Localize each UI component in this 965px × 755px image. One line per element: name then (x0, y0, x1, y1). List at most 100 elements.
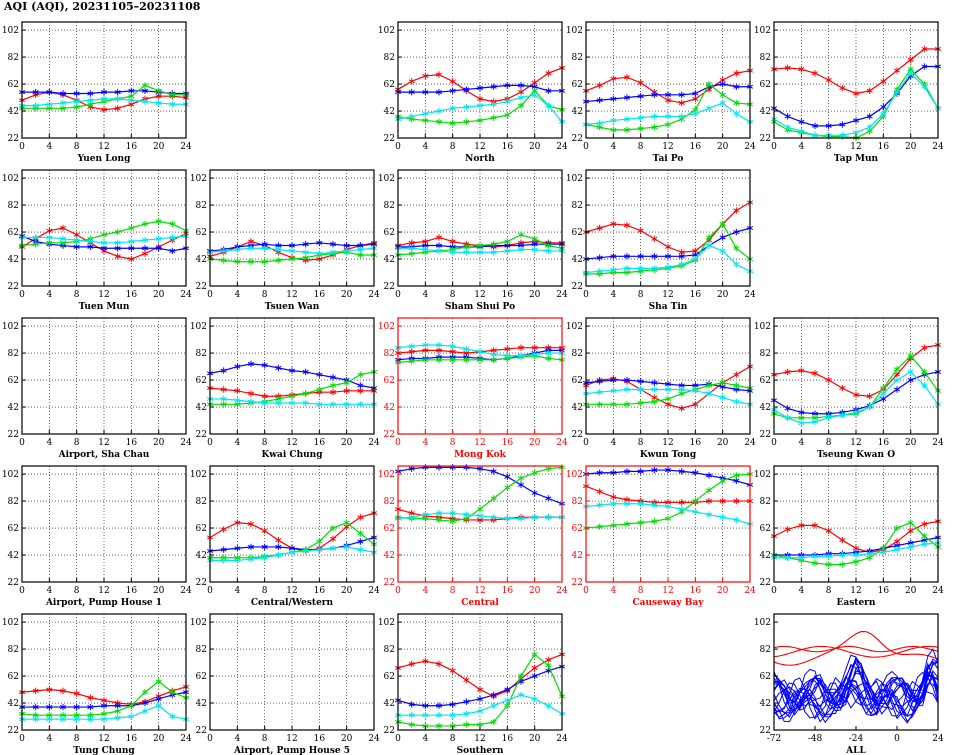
series-marker (531, 247, 538, 252)
y-tick-label: 42 (8, 699, 19, 709)
series-marker (357, 515, 364, 520)
series-marker (114, 703, 121, 708)
chart-panel: 0 4 8 12 16 20 24 22 42 62 82 102 Tung Chung (2, 613, 192, 755)
series-marker (408, 79, 415, 84)
series-marker (87, 244, 94, 249)
y-tick-label: 102 (190, 470, 207, 480)
series-marker (114, 240, 121, 245)
series-marker (73, 244, 80, 249)
series-marker (866, 404, 873, 410)
y-tick-label: 42 (8, 403, 19, 413)
y-tick-label: 42 (196, 255, 207, 265)
series-marker (275, 247, 282, 252)
series-marker (476, 103, 484, 108)
series-line (773, 671, 939, 718)
series-marker (114, 96, 121, 101)
series-marker (623, 402, 631, 407)
series-marker (866, 129, 873, 134)
series-marker (100, 703, 108, 708)
series-marker (504, 353, 511, 358)
series-marker (490, 250, 497, 255)
x-tick-label: 0 (583, 142, 589, 152)
series-marker (128, 256, 135, 262)
series-marker (408, 713, 415, 718)
series-marker (610, 221, 617, 226)
x-tick-label: 4 (610, 438, 616, 448)
series-marker (692, 248, 699, 253)
series-marker (545, 88, 552, 93)
panel-label: Tseung Kwan O (817, 450, 895, 460)
series-marker (46, 687, 53, 692)
y-tick-label: 102 (378, 618, 395, 628)
series-marker (141, 221, 149, 226)
series-marker (692, 111, 699, 116)
series-marker (651, 92, 658, 97)
series-marker (610, 494, 617, 500)
series-marker (596, 121, 603, 126)
x-tick-label: 20 (153, 290, 165, 300)
series-marker (476, 357, 484, 362)
series-marker (220, 387, 227, 392)
x-tick-label: 16 (502, 586, 514, 596)
series-marker (623, 378, 631, 383)
series-marker (545, 515, 552, 520)
series-marker (234, 388, 241, 393)
series-marker (435, 357, 443, 362)
y-tick-label: 42 (760, 107, 771, 117)
series-marker (261, 246, 268, 251)
y-tick-label: 62 (572, 524, 583, 534)
series-marker (59, 240, 67, 245)
series-marker (435, 90, 443, 95)
series-marker (169, 714, 176, 719)
x-tick-label: 16 (502, 734, 514, 744)
y-tick-label: 102 (566, 174, 583, 184)
series-marker (302, 369, 309, 374)
series-marker (234, 259, 241, 264)
series-marker (719, 395, 726, 400)
series-marker (678, 254, 685, 259)
x-tick-label: 4 (422, 142, 428, 152)
series-marker (811, 133, 819, 138)
series-marker (408, 246, 415, 251)
series-marker (155, 679, 162, 684)
series-marker (531, 236, 538, 241)
x-tick-label: 4 (46, 142, 52, 152)
y-tick-label: 102 (2, 174, 19, 184)
x-tick-label: 12 (850, 142, 861, 152)
chart-panel: 0 4 8 12 16 20 24 22 42 62 82 102 Kwai Chung (190, 317, 380, 460)
series-marker (114, 709, 121, 714)
series-marker (907, 528, 914, 533)
series-marker (545, 663, 552, 668)
y-tick-label: 42 (760, 403, 771, 413)
x-tick-label: 8 (638, 438, 644, 448)
series-marker (261, 394, 268, 399)
series-marker (155, 219, 162, 224)
series-marker (128, 239, 135, 244)
series-marker (476, 687, 484, 692)
series-marker (664, 244, 672, 249)
series-marker (408, 349, 415, 354)
y-tick-label: 102 (190, 618, 207, 628)
series-marker (435, 243, 443, 248)
series-marker (678, 500, 685, 505)
series-marker (893, 547, 901, 552)
series-marker (490, 719, 497, 724)
series-marker (811, 554, 819, 559)
chart-panel: 0 4 8 12 16 20 24 22 42 62 82 102 Tuen Mun (2, 169, 192, 312)
series-marker (234, 546, 241, 551)
series-marker (408, 466, 415, 471)
series-marker (100, 246, 108, 251)
series-marker (100, 717, 108, 722)
series-marker (343, 402, 350, 407)
x-tick-label: -72 (767, 734, 782, 744)
x-tick-label: 4 (798, 438, 804, 448)
series-marker (408, 511, 415, 516)
series-marker (449, 668, 456, 673)
series-marker (357, 539, 364, 544)
series-marker (87, 102, 94, 107)
series-marker (32, 90, 39, 95)
y-tick-label: 42 (8, 255, 19, 265)
y-tick-label: 22 (760, 726, 771, 736)
y-tick-label: 82 (8, 53, 19, 63)
x-tick-label: 16 (502, 290, 514, 300)
